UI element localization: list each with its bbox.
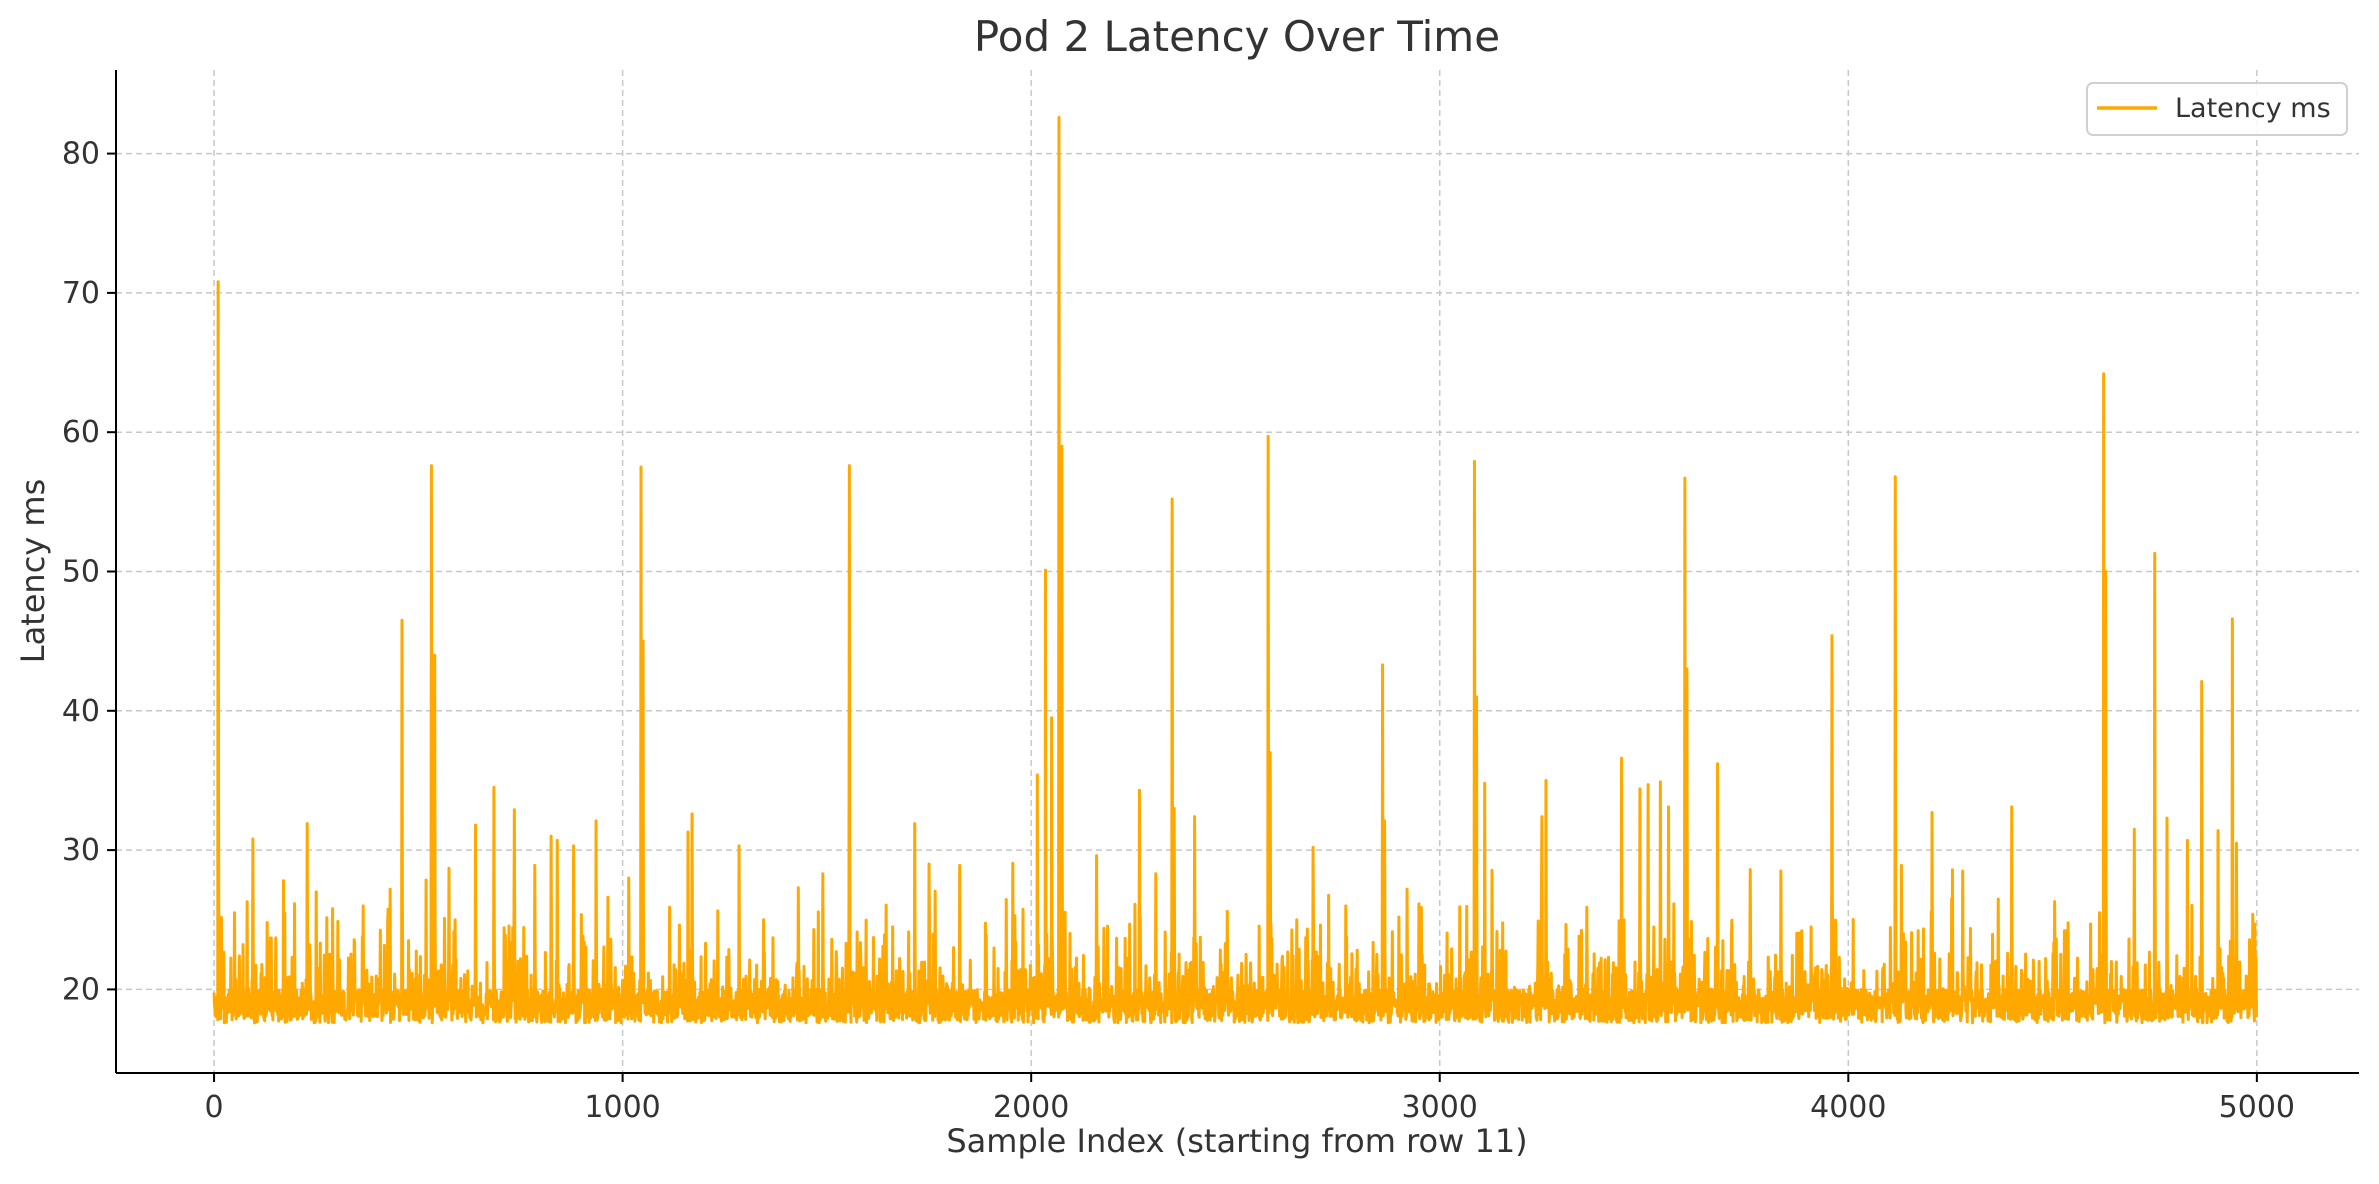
- legend: Latency ms: [2087, 83, 2347, 135]
- y-tick-label-70: 70: [62, 276, 100, 311]
- y-axis-label: Latency ms: [14, 479, 52, 664]
- x-tick-label-4000: 4000: [1810, 1090, 1886, 1125]
- x-tick-label-0: 0: [205, 1090, 224, 1125]
- x-tick-label-5000: 5000: [2219, 1090, 2295, 1125]
- x-tick-label-3000: 3000: [1402, 1090, 1478, 1125]
- y-tick-label-20: 20: [62, 972, 100, 1007]
- y-tick-label-40: 40: [62, 694, 100, 729]
- x-axis-label: Sample Index (starting from row 11): [946, 1122, 1527, 1160]
- y-tick-label-60: 60: [62, 415, 100, 450]
- x-tick-label-1000: 1000: [584, 1090, 660, 1125]
- y-tick-label-30: 30: [62, 833, 100, 868]
- legend-label: Latency ms: [2175, 93, 2331, 124]
- chart-title: Pod 2 Latency Over Time: [974, 12, 1500, 61]
- x-tick-label-2000: 2000: [993, 1090, 1069, 1125]
- y-tick-label-50: 50: [62, 555, 100, 590]
- y-tick-label-80: 80: [62, 137, 100, 172]
